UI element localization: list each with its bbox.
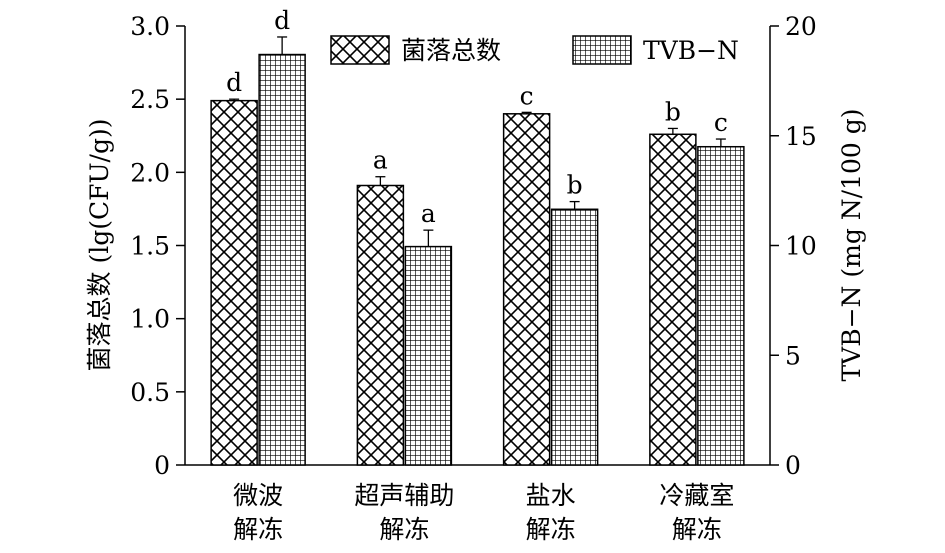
x-axis-category-labels: 微波解冻 超声辅助解冻 盐水解冻 冷藏室解冻 (233, 481, 734, 544)
right-tick-label: 15 (785, 122, 817, 151)
bar-series-2 (550, 208, 599, 466)
right-tick-label: 0 (785, 451, 801, 480)
legend: 菌落总数 TVB−N (330, 35, 739, 65)
significance-letter: c (520, 81, 534, 110)
left-tick-label: 3.0 (130, 12, 170, 41)
category-label: 冷藏室解冻 (659, 481, 734, 544)
bar-series-1 (502, 113, 551, 466)
left-tick-label: 1.5 (130, 232, 170, 261)
bar-series-2 (258, 53, 306, 466)
significance-letter: c (714, 108, 728, 137)
category-label: 盐水解冻 (526, 481, 576, 544)
legend-label-series-2: TVB−N (643, 36, 739, 65)
right-axis-ticks: 0 5 10 15 20 (770, 12, 817, 480)
left-tick-label: 2.5 (130, 85, 170, 114)
legend-label-series-1: 菌落总数 (401, 36, 501, 65)
category-label: 超声辅助解冻 (354, 481, 454, 544)
legend-swatch-series-2 (572, 35, 632, 65)
bars: d a c b d a b c (210, 6, 745, 466)
bar-series-1 (210, 99, 258, 466)
y-axis-left-label: 菌落总数 (lg(CFU/g)) (85, 119, 114, 372)
right-tick-label: 10 (785, 232, 817, 261)
significance-letter: b (665, 97, 681, 126)
right-tick-label: 20 (785, 12, 817, 41)
left-tick-label: 0 (154, 451, 170, 480)
bar-series-1 (649, 133, 697, 466)
bar-series-2 (697, 145, 745, 466)
bar-series-2 (404, 245, 453, 466)
significance-letter: a (421, 199, 436, 228)
y-axis-right-label: TVB−N (mg N/100 g) (837, 109, 866, 382)
significance-letter: a (373, 146, 388, 175)
category-label: 微波解冻 (233, 481, 283, 544)
significance-letter: d (226, 68, 242, 97)
left-axis-ticks: 0 0.5 1.0 1.5 2.0 2.5 3.0 (130, 12, 185, 480)
bar-series-1 (356, 184, 405, 466)
significance-letter: b (567, 171, 583, 200)
left-tick-label: 0.5 (130, 378, 170, 407)
significance-letter: d (274, 6, 290, 35)
legend-swatch-series-1 (330, 35, 390, 65)
left-tick-label: 1.0 (130, 305, 170, 334)
left-tick-label: 2.0 (130, 158, 170, 187)
right-tick-label: 5 (785, 341, 801, 370)
